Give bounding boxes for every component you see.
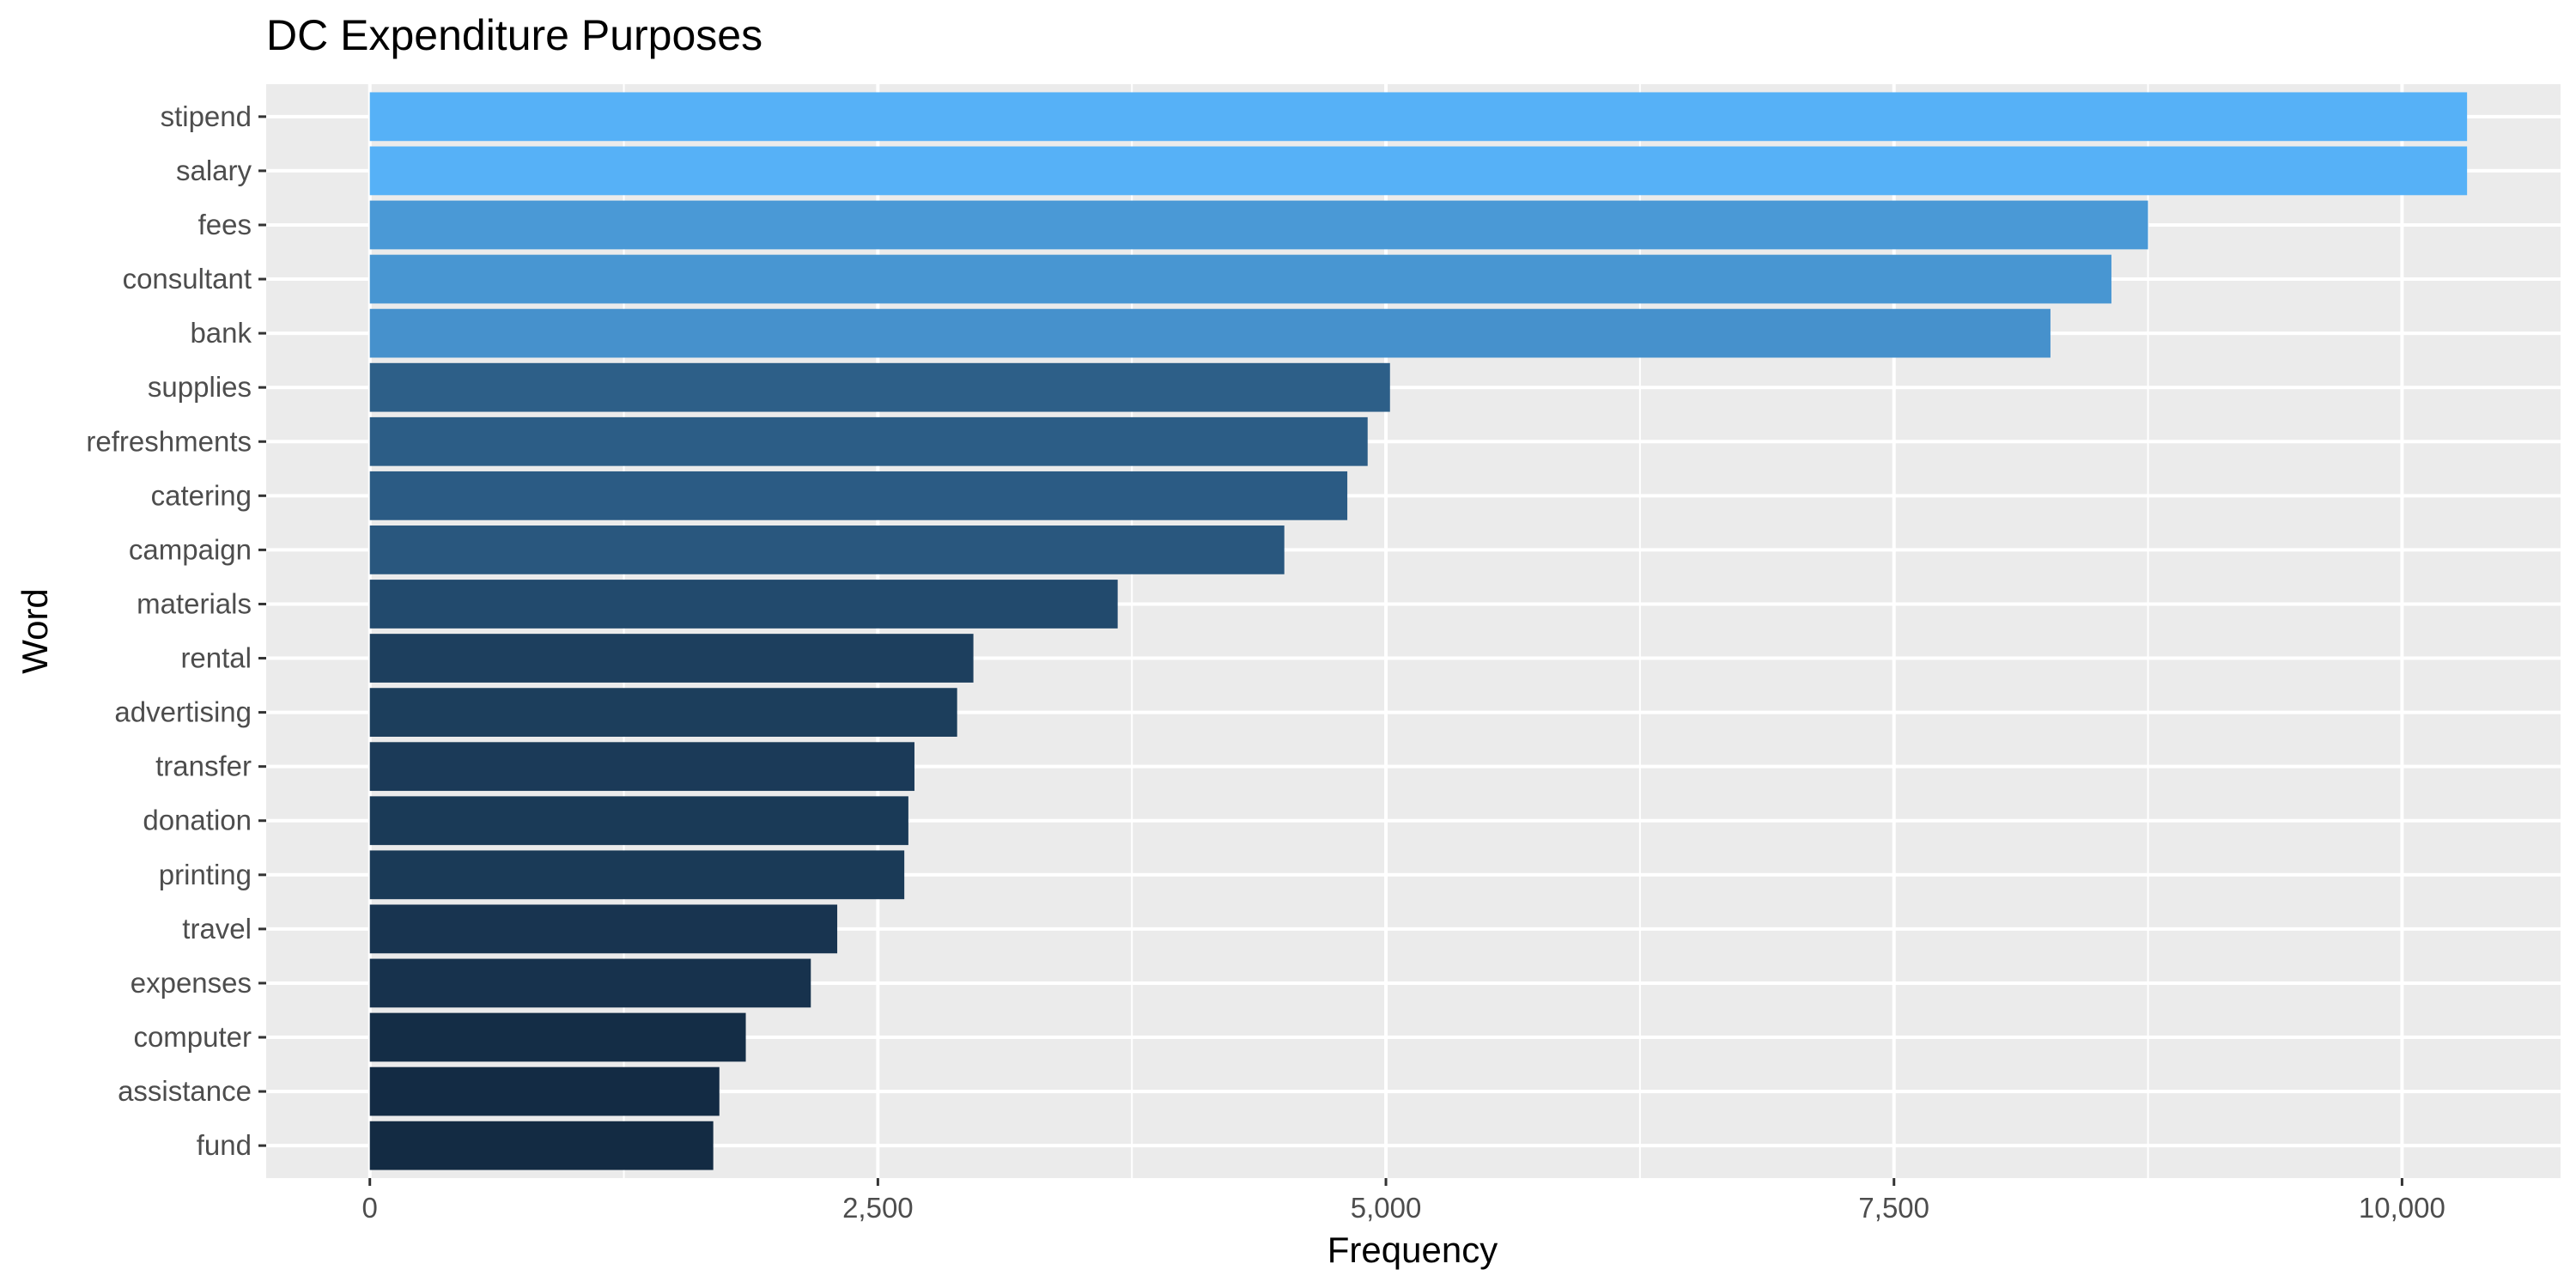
y-tick-label: travel bbox=[182, 913, 252, 945]
y-tick-label: rental bbox=[180, 642, 252, 674]
bar-fund bbox=[369, 1121, 714, 1170]
bar-bank bbox=[369, 308, 2050, 358]
y-axis-title: Word bbox=[15, 588, 55, 674]
y-tick-label: transfer bbox=[155, 750, 252, 782]
y-tick-label: salary bbox=[176, 155, 252, 186]
y-tick-label: donation bbox=[143, 805, 252, 836]
bar-travel bbox=[369, 904, 838, 954]
x-tick-label: 5,000 bbox=[1351, 1192, 1422, 1224]
y-tick-label: computer bbox=[133, 1021, 252, 1053]
bar-donation bbox=[369, 796, 908, 846]
y-tick-label: consultant bbox=[123, 263, 252, 295]
x-tick-label: 2,500 bbox=[842, 1192, 914, 1224]
bar-fees bbox=[369, 200, 2148, 250]
y-tick-label: materials bbox=[137, 587, 252, 619]
bar-salary bbox=[369, 146, 2468, 196]
bar-stipend bbox=[369, 92, 2468, 142]
bar-assistance bbox=[369, 1066, 720, 1116]
y-tick-label: advertising bbox=[114, 696, 252, 728]
bar-refreshments bbox=[369, 416, 1368, 466]
y-tick-label: fund bbox=[197, 1129, 252, 1161]
bar-advertising bbox=[369, 688, 957, 737]
bar-rental bbox=[369, 634, 974, 683]
y-tick-label: fees bbox=[198, 209, 252, 240]
y-tick-label: catering bbox=[151, 479, 252, 511]
y-tick-label: printing bbox=[159, 859, 252, 890]
y-tick-label: refreshments bbox=[86, 425, 252, 457]
bar-transfer bbox=[369, 742, 914, 792]
x-axis-title: Frequency bbox=[1327, 1230, 1498, 1270]
y-axis: stipend salary fees consultant bank supplies r… bbox=[86, 100, 266, 1161]
y-tick-label: assistance bbox=[118, 1075, 252, 1107]
bar-campaign bbox=[369, 526, 1285, 574]
bar-expenses bbox=[369, 958, 811, 1008]
bar-printing bbox=[369, 850, 905, 900]
bar-supplies bbox=[369, 362, 1390, 412]
bar-catering bbox=[369, 471, 1348, 520]
y-tick-label: bank bbox=[190, 317, 252, 349]
bars bbox=[369, 92, 2468, 1170]
y-tick-label: expenses bbox=[131, 967, 252, 999]
bar-materials bbox=[369, 580, 1118, 629]
y-tick-label: supplies bbox=[148, 371, 252, 403]
x-tick-label: 7,500 bbox=[1858, 1192, 1929, 1224]
x-axis: 0 2,500 5,000 7,500 10,000 bbox=[362, 1178, 2445, 1224]
bar-computer bbox=[369, 1012, 746, 1062]
x-tick-label: 0 bbox=[362, 1192, 378, 1224]
bar-consultant bbox=[369, 254, 2111, 304]
x-tick-label: 10,000 bbox=[2359, 1192, 2445, 1224]
y-tick-label: stipend bbox=[161, 100, 252, 132]
chart-title: DC Expenditure Purposes bbox=[266, 11, 762, 59]
y-tick-label: campaign bbox=[129, 533, 252, 565]
